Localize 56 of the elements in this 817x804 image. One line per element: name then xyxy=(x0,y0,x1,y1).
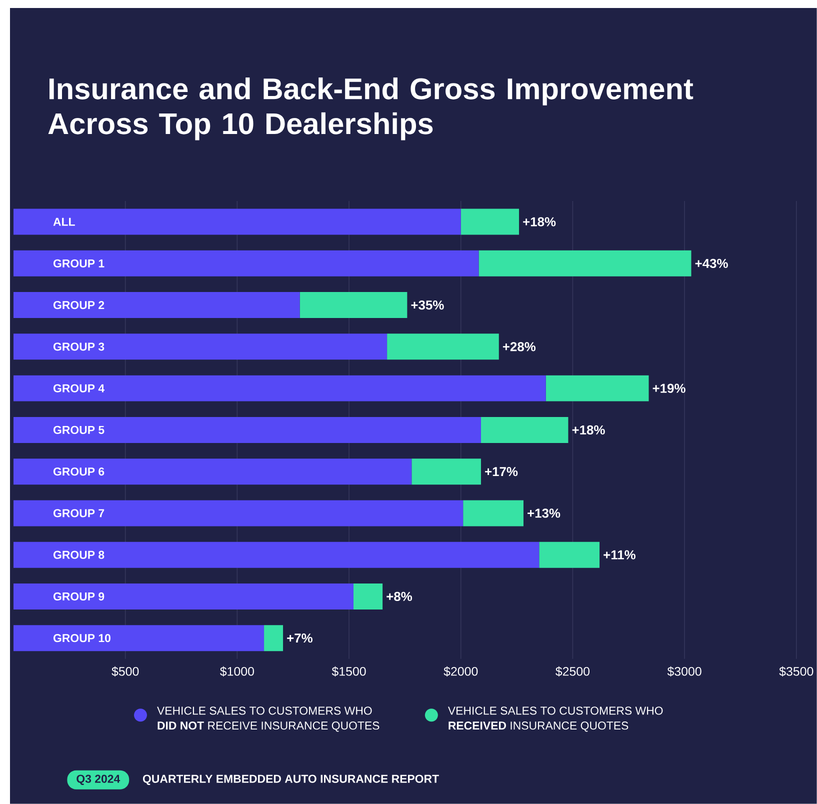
x-tick-label: $1500 xyxy=(332,666,366,677)
bar xyxy=(14,417,481,443)
annotation: +17% xyxy=(485,467,518,476)
annotation: +18% xyxy=(523,217,556,226)
bar xyxy=(387,334,499,360)
bar xyxy=(463,500,524,526)
legend-label: VEHICLE SALES TO CUSTOMERS WHO DID NOT RECEIVE INSURANCE QUOTES xyxy=(157,706,380,732)
annotation: +28% xyxy=(502,342,536,352)
annotation: +7% xyxy=(287,634,312,643)
y-tick-label: ALL xyxy=(53,218,75,226)
bar xyxy=(412,458,481,485)
bar xyxy=(14,208,461,235)
bar xyxy=(300,292,408,318)
annotation: +11% xyxy=(604,550,636,560)
annotation: +18% xyxy=(572,425,605,435)
x-tick-label: $3000 xyxy=(667,666,702,677)
annotation: +19% xyxy=(652,384,686,393)
x-tick-label: $500 xyxy=(112,666,139,677)
y-tick-label: GROUP 2 xyxy=(53,301,104,310)
bar xyxy=(14,500,464,526)
bar xyxy=(546,375,649,402)
y-tick-label: GROUP 5 xyxy=(53,426,104,434)
x-tick-label: $1000 xyxy=(220,666,254,677)
annotation: +43% xyxy=(695,258,728,268)
y-tick-label: GROUP 7 xyxy=(53,509,104,518)
y-tick-label: GROUP 1 xyxy=(53,259,104,268)
y-tick-label: GROUP 8 xyxy=(53,550,104,559)
annotation: +8% xyxy=(386,592,412,602)
bar xyxy=(480,417,568,443)
bar xyxy=(539,542,600,568)
bar xyxy=(14,375,546,402)
bar xyxy=(14,625,264,652)
bar xyxy=(14,250,479,276)
y-tick-label: GROUP 3 xyxy=(53,342,104,351)
x-tick-label: $2500 xyxy=(556,666,590,677)
y-tick-label: GROUP 9 xyxy=(53,592,104,601)
bar xyxy=(353,584,383,610)
x-tick-label: $2000 xyxy=(444,666,478,677)
annotation: +13% xyxy=(528,508,560,518)
bar xyxy=(14,584,354,610)
y-tick-label: GROUP 6 xyxy=(53,468,104,476)
text: Q3 2024 xyxy=(76,774,120,786)
bar xyxy=(14,292,300,318)
bar xyxy=(14,334,388,360)
legend-label: VEHICLE SALES TO CUSTOMERS WHO RECEIVED INSURANCE QUOTES xyxy=(448,706,663,732)
text: QUARTERLY EMBEDDED AUTO INSURANCE REPORT xyxy=(142,774,439,786)
x-tick-label: $3500 xyxy=(779,666,814,677)
annotation: +35% xyxy=(411,300,444,310)
y-tick-label: GROUP 4 xyxy=(53,384,105,392)
bar xyxy=(460,208,520,235)
bar xyxy=(264,625,284,652)
bar xyxy=(478,250,692,276)
bar xyxy=(14,542,540,568)
chart-title: Insurance and Back-End Gross Improvement Across Top 10 Dealerships xyxy=(48,78,694,140)
y-tick-label: GROUP 10 xyxy=(53,634,110,642)
bar xyxy=(14,458,412,485)
